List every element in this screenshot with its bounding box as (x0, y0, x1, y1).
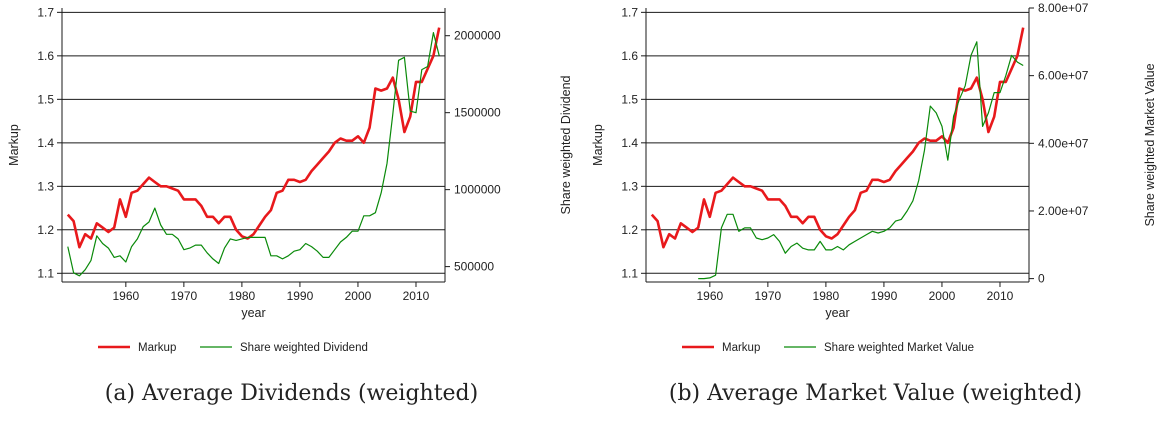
c1-x-tick-label-0: 1960 (696, 289, 723, 303)
chart-market-value: 1.1 1.2 1.3 1.4 1.5 1.6 1.7 0 2.00e+07 4.00e+07 6.… (591, 1, 1157, 354)
c1-x-tick-label-1: 1970 (755, 289, 782, 303)
c1-left-axis-title: Markup (591, 124, 605, 166)
c0-left-tick-label-2: 1.3 (37, 179, 54, 193)
c1-left-tick-label-0: 1.1 (621, 266, 638, 280)
c1-right-tick-label-3: 6.00e+07 (1038, 69, 1089, 83)
chart-panel-dividends: 1.1 1.2 1.3 1.4 1.5 1.6 1.7 500000 1000000 150000… (0, 0, 583, 422)
c0-left-axis-title: Markup (7, 124, 21, 166)
c0-x-tick-label-4: 2000 (345, 289, 372, 303)
c1-x-tick-label-4: 2000 (929, 289, 956, 303)
c1-left-tick-label-3: 1.4 (621, 136, 638, 150)
c1-left-tick-label-1: 1.2 (621, 223, 638, 237)
c1-left-tick-label-6: 1.7 (621, 5, 638, 19)
c0-right-tick-label-2: 1500000 (454, 106, 501, 120)
c0-x-tick-label-3: 1990 (287, 289, 314, 303)
c0-right-tick-label-3: 2000000 (454, 29, 501, 43)
c1-x-tick-label-3: 1990 (871, 289, 898, 303)
c1-x-tick-label-5: 2010 (987, 289, 1014, 303)
c0-left-tick-label-1: 1.2 (37, 223, 54, 237)
c1-legend-label-0: Markup (722, 342, 760, 354)
c1-left-tick-label-2: 1.3 (621, 179, 638, 193)
c0-legend-label-1: Share weighted Dividend (240, 342, 368, 354)
c0-x-tick-label-1: 1970 (171, 289, 198, 303)
c1-right-tick-label-4: 8.00e+07 (1038, 1, 1089, 15)
chart-panel-market-value: 1.1 1.2 1.3 1.4 1.5 1.6 1.7 0 2.00e+07 4.00e+07 6.… (584, 0, 1167, 422)
c0-x-axis-title: year (241, 306, 265, 320)
c1-left-tick-label-5: 1.6 (621, 49, 638, 63)
c0-x-tick-label-0: 1960 (112, 289, 139, 303)
c0-right-axis-title: Share weighted Dividend (559, 75, 573, 214)
c0-right-tick-label-0: 500000 (454, 260, 494, 274)
c1-right-axis-title: Share weighted Market Value (1143, 63, 1157, 226)
caption-dividends: (a) Average Dividends (weighted) (104, 381, 479, 406)
chart-dividends: 1.1 1.2 1.3 1.4 1.5 1.6 1.7 500000 1000000 150000… (7, 5, 573, 354)
c1-left-tick-label-4: 1.5 (621, 92, 638, 106)
c0-left-tick-label-3: 1.4 (37, 136, 54, 150)
c0-left-tick-label-5: 1.6 (37, 49, 54, 63)
c0-x-tick-label-5: 2010 (403, 289, 430, 303)
c1-right-tick-label-1: 2.00e+07 (1038, 204, 1089, 218)
c1-x-tick-label-2: 1980 (813, 289, 840, 303)
c1-x-axis-title: year (825, 306, 849, 320)
c0-legend-label-0: Markup (138, 342, 176, 354)
c1-series-line-0 (650, 27, 1025, 249)
c0-left-tick-label-0: 1.1 (37, 266, 54, 280)
c0-series-line-1 (67, 32, 440, 277)
c0-left-tick-label-4: 1.5 (37, 92, 54, 106)
caption-market-value: (b) Average Market Value (weighted) (668, 381, 1083, 406)
c0-right-tick-label-1: 1000000 (454, 183, 501, 197)
c1-right-tick-label-2: 4.00e+07 (1038, 136, 1089, 150)
c0-left-tick-label-6: 1.7 (37, 5, 54, 19)
c1-series-line-1 (698, 41, 1024, 280)
c0-series-line-0 (66, 27, 441, 249)
c0-x-tick-label-2: 1980 (229, 289, 256, 303)
c1-legend-label-1: Share weighted Market Value (824, 342, 974, 354)
c1-right-tick-label-0: 0 (1038, 272, 1045, 286)
